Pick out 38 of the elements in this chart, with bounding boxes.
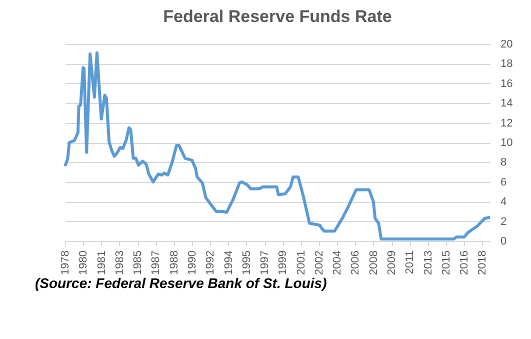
y-tick-label: 8: [500, 156, 507, 169]
x-tick-label: 2018: [476, 250, 489, 275]
x-tick-label: 2011: [404, 250, 416, 274]
x-tick-label: 1999: [277, 250, 290, 275]
y-tick-label: 12: [500, 117, 513, 130]
x-tick-label: 2004: [332, 250, 344, 275]
x-tick-label: 2001: [295, 250, 308, 275]
x-tick-label: 1983: [114, 250, 126, 275]
x-tick-label: 2015: [440, 250, 452, 275]
x-tick-label: 1997: [259, 250, 272, 275]
x-tick-label: 2013: [422, 250, 434, 275]
x-tick-label: 2006: [350, 250, 362, 275]
x-tick-label: 1988: [168, 250, 180, 275]
x-tick-label: 1994: [222, 250, 235, 275]
x-tick-label: 1978: [60, 250, 72, 275]
chart-title: Federal Reserve Funds Rate: [163, 7, 392, 26]
x-tick-label: 1980: [78, 250, 90, 275]
y-tick-label: 4: [500, 196, 507, 208]
x-tick-label: 1995: [240, 250, 253, 275]
x-tick-label: 2008: [368, 250, 380, 275]
y-tick-label: 6: [500, 176, 507, 188]
x-tick-label: 2002: [313, 250, 326, 275]
x-tick-label: 1985: [132, 250, 144, 275]
y-tick-label: 18: [500, 58, 513, 70]
y-tick-label: 14: [500, 98, 513, 110]
x-tick-label: 1981: [96, 250, 108, 275]
x-tick-label: 1987: [150, 250, 162, 275]
text: (Source: Federal Reserve Bank of St. Louis): [35, 275, 328, 291]
x-tick-label: 1992: [204, 250, 217, 275]
y-tick-label: 20: [500, 38, 513, 50]
y-tick-label: 16: [500, 78, 513, 90]
y-tick-label: 10: [500, 137, 513, 149]
y-tick-label: 0: [500, 236, 507, 248]
line-series: [64, 51, 492, 241]
x-tick-label: 2009: [386, 250, 398, 275]
x-tick-label: 1990: [186, 250, 198, 275]
y-tick-label: 2: [500, 216, 507, 228]
x-tick-label: 2016: [458, 250, 471, 275]
